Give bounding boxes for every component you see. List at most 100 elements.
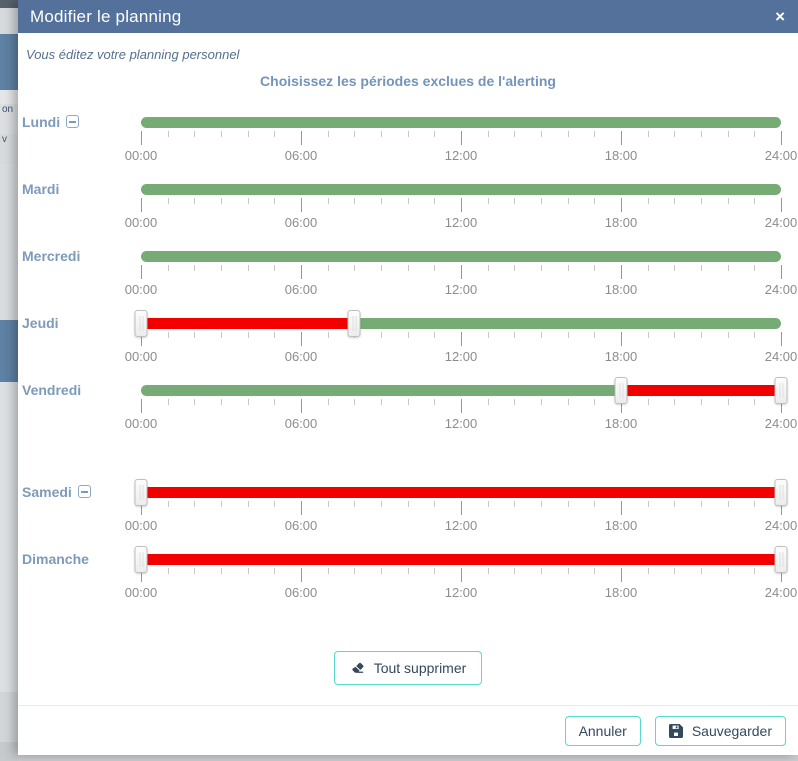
- minor-tick: [327, 332, 329, 338]
- minor-tick: [487, 198, 489, 204]
- slider-handle[interactable]: [134, 310, 148, 337]
- segment-included: [354, 318, 781, 329]
- slider-mardi[interactable]: 00:00 06:00 12:00 18:00 24:00: [125, 184, 797, 230]
- minor-tick: [754, 265, 756, 271]
- minor-tick: [647, 501, 649, 507]
- slider-handle[interactable]: [774, 546, 788, 573]
- minor-tick: [327, 568, 329, 574]
- slider-vendredi[interactable]: 00:00 06:00 12:00 18:00 24:00: [125, 377, 797, 431]
- segment-included: [141, 251, 781, 262]
- slider-handle[interactable]: [774, 479, 788, 506]
- slider-track: [141, 318, 781, 329]
- slider-mercredi[interactable]: 00:00 06:00 12:00 18:00 24:00: [125, 251, 797, 297]
- slider-lundi[interactable]: 00:00 06:00 12:00 18:00 24:00: [125, 117, 797, 163]
- day-label-jeudi: Jeudi: [22, 315, 59, 331]
- minor-tick: [381, 265, 382, 271]
- day-name: Dimanche: [22, 551, 89, 567]
- slider-handle[interactable]: [774, 377, 788, 404]
- cancel-button[interactable]: Annuler: [564, 715, 641, 746]
- minor-tick: [167, 265, 169, 271]
- minor-tick: [567, 332, 569, 338]
- minor-tick: [221, 568, 222, 574]
- minor-tick: [247, 568, 249, 574]
- minor-tick: [674, 501, 676, 507]
- minor-tick: [594, 332, 596, 338]
- collapse-day-icon[interactable]: [77, 485, 91, 498]
- day-row-lundi: Lundi 00:00 06:00 12:00 18:00 24:00: [18, 111, 798, 178]
- slider-jeudi[interactable]: 00:00 06:00 12:00 18:00 24:00: [125, 310, 797, 364]
- tick-label: 12:00: [444, 282, 478, 297]
- close-icon[interactable]: ×: [775, 7, 785, 26]
- segment-included: [141, 117, 781, 128]
- major-tick: [781, 265, 782, 279]
- minor-tick: [221, 501, 222, 507]
- minor-tick: [221, 198, 222, 204]
- slider-handle[interactable]: [134, 546, 148, 573]
- slider-handle[interactable]: [614, 377, 628, 404]
- minor-tick: [594, 131, 596, 137]
- minor-tick: [274, 399, 276, 405]
- tick-label: 12:00: [444, 215, 478, 230]
- slider-dimanche[interactable]: 00:00 06:00 12:00 18:00 24:00: [125, 546, 797, 600]
- minor-tick: [487, 265, 489, 271]
- slider-handle[interactable]: [134, 479, 148, 506]
- minor-tick: [194, 501, 196, 507]
- major-tick: [141, 198, 142, 212]
- minor-tick: [754, 568, 756, 574]
- segment-excluded: [141, 487, 781, 498]
- minor-tick: [407, 399, 409, 405]
- day-label-mardi: Mardi: [22, 181, 59, 197]
- major-tick: [461, 501, 462, 515]
- day-row-mercredi: Mercredi 00:00 06:00 12:00 18:00 24:00: [18, 245, 798, 312]
- day-label-mercredi: Mercredi: [22, 248, 80, 264]
- minor-tick: [407, 198, 409, 204]
- minor-tick: [381, 399, 382, 405]
- tick-label: 06:00: [284, 585, 318, 600]
- minor-tick: [541, 399, 542, 405]
- major-tick: [461, 131, 462, 145]
- major-tick: [781, 399, 782, 413]
- minor-tick: [754, 332, 756, 338]
- day-label-lundi: Lundi: [22, 114, 80, 130]
- day-row-dimanche: Dimanche 00:00 06:00 12:00 18:00 24:00: [18, 546, 798, 615]
- collapse-day-icon[interactable]: [66, 115, 80, 128]
- minor-tick: [701, 265, 702, 271]
- minor-tick: [327, 198, 329, 204]
- minor-tick: [274, 198, 276, 204]
- minor-tick: [674, 131, 676, 137]
- minor-tick: [487, 568, 489, 574]
- major-tick: [301, 198, 302, 212]
- segment-excluded: [141, 318, 355, 329]
- minor-tick: [647, 568, 649, 574]
- tick-label: 12:00: [444, 148, 478, 163]
- tick-label: 24:00: [764, 215, 798, 230]
- background-band: [0, 8, 18, 34]
- major-tick: [621, 198, 622, 212]
- clear-all-button[interactable]: Tout supprimer: [333, 651, 483, 685]
- minor-tick: [274, 131, 276, 137]
- minor-tick: [754, 198, 756, 204]
- minor-tick: [594, 198, 596, 204]
- segment-included: [141, 385, 621, 396]
- slider-samedi[interactable]: 00:00 06:00 12:00 18:00 24:00: [125, 479, 797, 533]
- major-tick: [461, 332, 462, 346]
- minor-tick: [541, 198, 542, 204]
- major-tick: [621, 501, 622, 515]
- day-row-vendredi: Vendredi 00:00 06:00 12:00 18:00 24:00: [18, 377, 798, 446]
- minor-tick: [594, 265, 596, 271]
- minor-tick: [194, 131, 196, 137]
- minor-tick: [167, 501, 169, 507]
- minor-tick: [567, 198, 569, 204]
- minor-tick: [407, 265, 409, 271]
- minor-tick: [567, 501, 569, 507]
- minor-tick: [274, 265, 276, 271]
- minor-tick: [354, 265, 356, 271]
- major-tick: [621, 332, 622, 346]
- day-name: Samedi: [22, 484, 72, 500]
- minor-tick: [381, 332, 382, 338]
- minor-tick: [407, 131, 409, 137]
- save-button[interactable]: Sauvegarder: [654, 715, 786, 746]
- tick-label: 18:00: [604, 585, 638, 600]
- eraser-icon: [350, 661, 365, 676]
- slider-handle[interactable]: [347, 310, 361, 337]
